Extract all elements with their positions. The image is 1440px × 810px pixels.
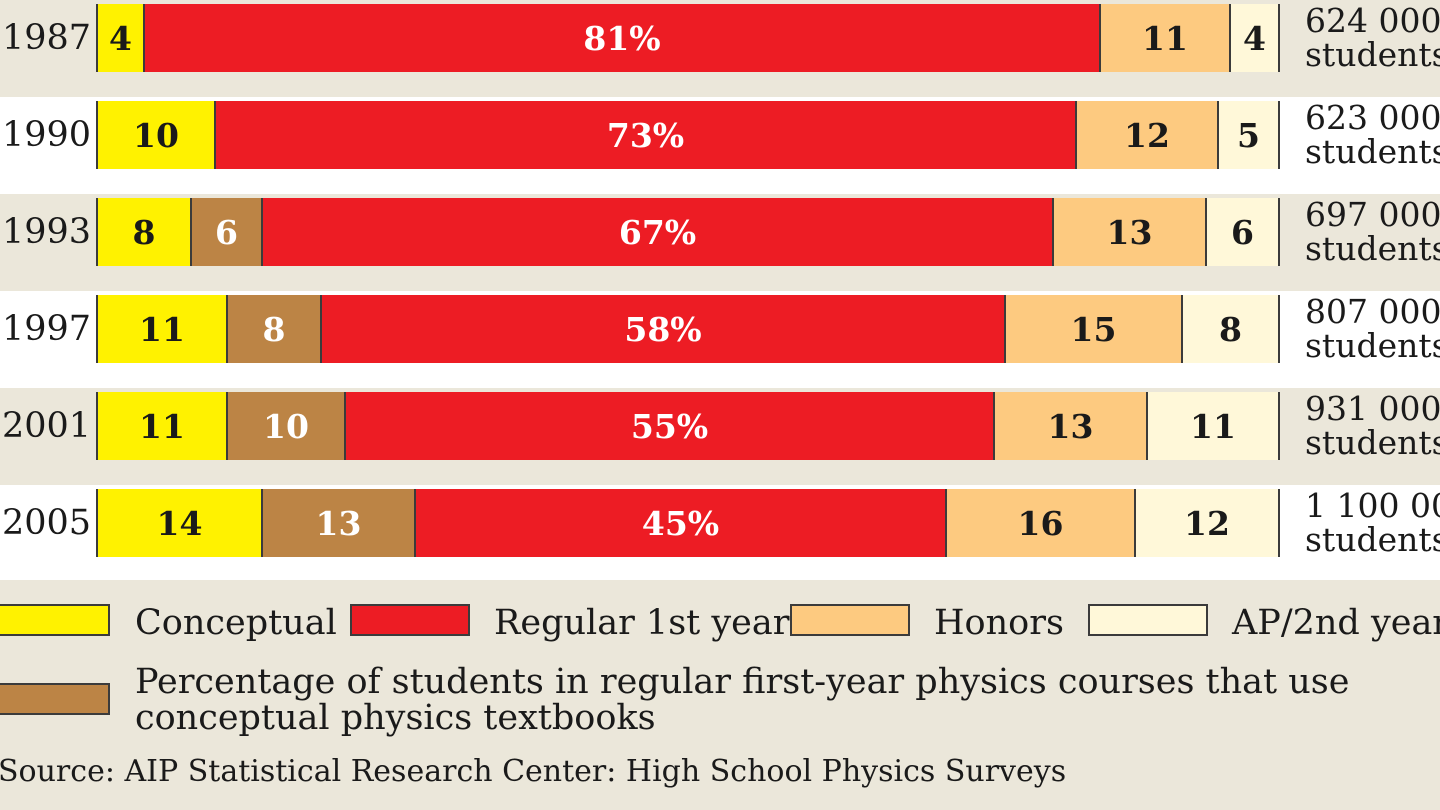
legend-label-regular: Regular 1st year <box>494 603 790 643</box>
student-total: 697 000 students <box>1305 198 1440 266</box>
legend-swatch-ap <box>1088 604 1208 636</box>
bar-segment-conceptual-textbooks: 10 <box>228 392 346 460</box>
bar-segment-conceptual: 8 <box>98 198 192 266</box>
legend-swatch-conceptual <box>0 604 110 636</box>
bar-segment-honors: 13 <box>995 392 1148 460</box>
student-total-unit: students <box>1305 326 1440 365</box>
bar-segment-honors: 15 <box>1006 295 1183 363</box>
student-total-number: 807 000 <box>1305 292 1440 331</box>
student-total: 624 000 students <box>1305 4 1440 72</box>
student-total-number: 931 000 <box>1305 389 1440 428</box>
bar-segment-ap: 12 <box>1136 489 1278 557</box>
student-total-number: 1 100 000 <box>1305 486 1440 525</box>
bar-segment-regular: 81% <box>145 4 1101 72</box>
stacked-bar: 11 10 55% 13 11 <box>96 392 1280 460</box>
bar-segment-ap: 5 <box>1219 101 1278 169</box>
bar-segment-honors: 11 <box>1101 4 1231 72</box>
legend-label-honors: Honors <box>934 603 1064 643</box>
bar-segment-regular: 73% <box>216 101 1077 169</box>
source-note: Source: AIP Statistical Research Center:… <box>0 754 1067 789</box>
legend-swatch-conceptual-textbooks <box>0 683 110 715</box>
bar-segment-conceptual: 4 <box>98 4 145 72</box>
year-label: 1987 <box>2 18 92 58</box>
year-label: 2001 <box>2 406 92 446</box>
student-total-number: 697 000 <box>1305 195 1440 234</box>
bar-segment-honors: 13 <box>1054 198 1207 266</box>
stacked-bar: 8 6 67% 13 6 <box>96 198 1280 266</box>
legend-label-ap: AP/2nd year <box>1232 603 1440 643</box>
bar-segment-ap: 8 <box>1183 295 1278 363</box>
student-total-unit: students <box>1305 35 1440 74</box>
bar-segment-conceptual: 14 <box>98 489 263 557</box>
student-total-number: 624 000 <box>1305 1 1440 40</box>
stacked-bar: 11 8 58% 15 8 <box>96 295 1280 363</box>
bar-segment-conceptual: 11 <box>98 392 228 460</box>
legend-swatch-regular <box>350 604 470 636</box>
stacked-bar: 4 81% 11 4 <box>96 4 1280 72</box>
bar-segment-conceptual: 11 <box>98 295 228 363</box>
student-total: 623 000 students <box>1305 101 1440 169</box>
student-total-unit: students <box>1305 423 1440 462</box>
bar-segment-ap: 6 <box>1207 198 1278 266</box>
legend-swatch-honors <box>790 604 910 636</box>
stacked-bar: 14 13 45% 16 12 <box>96 489 1280 557</box>
year-label: 1997 <box>2 309 92 349</box>
bar-segment-honors: 12 <box>1077 101 1219 169</box>
year-label: 1993 <box>2 212 92 252</box>
legend-label-conceptual: Conceptual <box>135 603 337 643</box>
bar-segment-conceptual: 10 <box>98 101 216 169</box>
bar-segment-ap: 11 <box>1148 392 1278 460</box>
student-total-unit: students <box>1305 132 1440 171</box>
year-label: 1990 <box>2 115 92 155</box>
bar-segment-conceptual-textbooks: 6 <box>192 198 263 266</box>
student-total-number: 623 000 <box>1305 98 1440 137</box>
legend-label-conceptual-textbooks: Percentage of students in regular first-… <box>135 662 1350 738</box>
bar-segment-honors: 16 <box>947 489 1136 557</box>
bar-segment-regular: 55% <box>346 392 995 460</box>
student-total: 931 000 students <box>1305 392 1440 460</box>
bar-segment-ap: 4 <box>1231 4 1278 72</box>
student-total-unit: students <box>1305 520 1440 559</box>
stacked-bar: 10 73% 12 5 <box>96 101 1280 169</box>
student-total-unit: students <box>1305 229 1440 268</box>
bar-segment-conceptual-textbooks: 13 <box>263 489 416 557</box>
bar-segment-regular: 67% <box>263 198 1054 266</box>
bar-segment-conceptual-textbooks: 8 <box>228 295 322 363</box>
bar-segment-regular: 45% <box>416 489 947 557</box>
year-label: 2005 <box>2 503 92 543</box>
student-total: 807 000 students <box>1305 295 1440 363</box>
bar-segment-regular: 58% <box>322 295 1006 363</box>
